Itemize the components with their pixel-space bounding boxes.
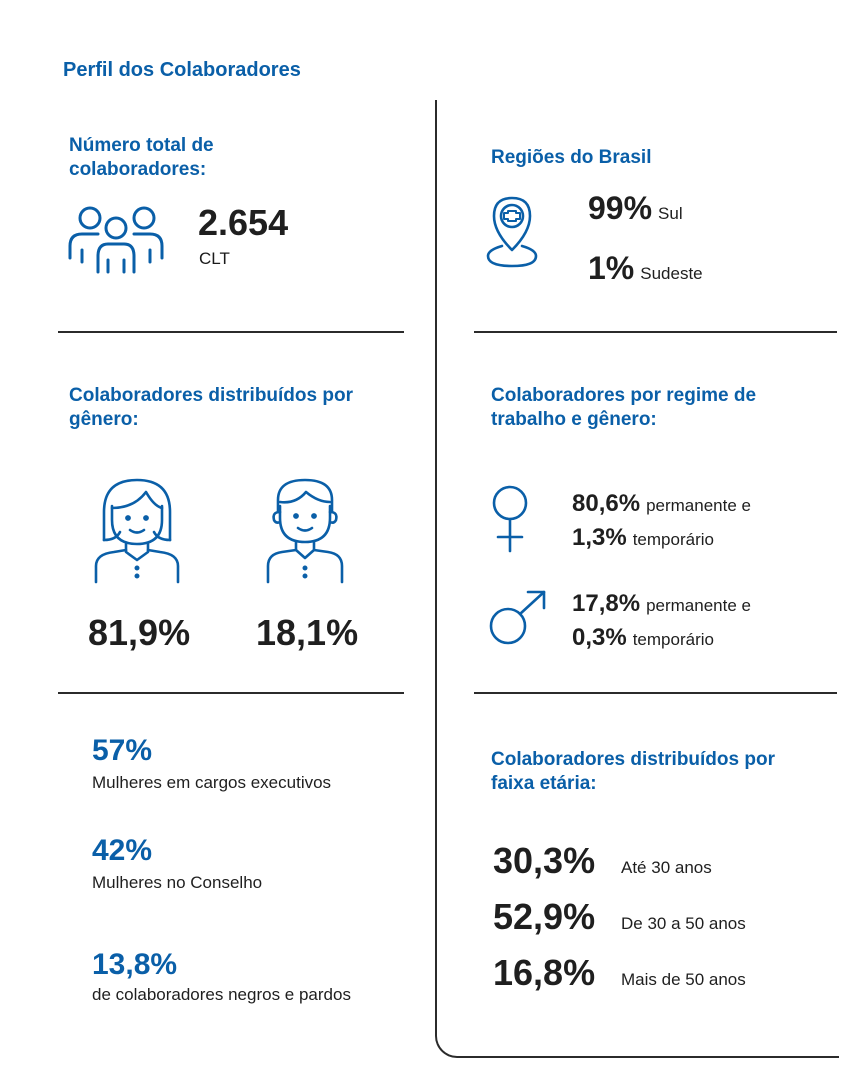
regime-male-temp: 0,3% temporário [572, 624, 714, 652]
divider-left-1 [58, 331, 404, 333]
regime-female-temp: 1,3% temporário [572, 524, 714, 552]
region-row-2: 1% Sudeste [588, 250, 703, 287]
region-row-1: 99% Sul [588, 190, 683, 227]
regime-female-perm: 80,6% permanente e [572, 490, 751, 518]
regime-heading: Colaboradores por regime de trabalho e g… [491, 385, 757, 430]
total-sub: CLT [199, 249, 230, 268]
regime-female-temp-pct: 1,3% [572, 524, 627, 551]
people-group-icon [68, 206, 164, 274]
regime-female-temp-label: temporário [632, 530, 714, 549]
age-label: De 30 a 50 anos [621, 914, 746, 933]
regime-male-perm-pct: 17,8% [572, 590, 641, 617]
gender-heading: Colaboradores distribuídos por gênero: [69, 385, 353, 430]
column-divider [435, 100, 839, 1058]
stat-council-value: 42% [92, 834, 153, 867]
stat-executives: 57% Mulheres em cargos executivos [92, 734, 392, 794]
female-pct: 81,9% [88, 612, 191, 653]
stat-diversity-value: 13,8% [92, 948, 178, 981]
age-row: 52,9% De 30 a 50 anos [493, 896, 746, 938]
age-label: Até 30 anos [621, 858, 712, 877]
divider-left-2 [58, 692, 404, 694]
regime-male-temp-pct: 0,3% [572, 624, 627, 651]
age-pct: 16,8% [493, 952, 596, 993]
female-symbol-icon [490, 485, 530, 553]
stat-council-label: Mulheres no Conselho [92, 873, 263, 892]
stat-diversity: 13,8% de colaboradores negros e pardos [92, 948, 352, 1006]
age-row: 30,3% Até 30 anos [493, 840, 712, 882]
male-symbol-icon [488, 590, 548, 646]
male-pct: 18,1% [256, 612, 359, 653]
region-pct: 99% [588, 190, 653, 226]
stat-executives-label: Mulheres em cargos executivos [92, 773, 332, 792]
location-pin-icon [486, 194, 538, 268]
regime-male-temp-label: temporário [632, 630, 714, 649]
man-avatar-icon [266, 478, 344, 584]
regions-heading: Regiões do Brasil [491, 147, 652, 168]
stat-diversity-label: de colaboradores negros e pardos [92, 985, 351, 1004]
stat-executives-value: 57% [92, 734, 153, 767]
regime-female-perm-pct: 80,6% [572, 490, 641, 517]
age-pct: 30,3% [493, 840, 596, 881]
age-heading: Colaboradores distribuídos por faixa etá… [491, 749, 775, 794]
regime-male-perm: 17,8% permanente e [572, 590, 751, 618]
regime-female-perm-label: permanente e [646, 496, 751, 515]
total-value: 2.654 [198, 202, 289, 243]
age-label: Mais de 50 anos [621, 970, 746, 989]
divider-right-2 [474, 692, 837, 694]
stat-council: 42% Mulheres no Conselho [92, 834, 392, 894]
age-row: 16,8% Mais de 50 anos [493, 952, 746, 994]
divider-right-1 [474, 331, 837, 333]
page-title: Perfil dos Colaboradores [63, 59, 301, 81]
regime-male-perm-label: permanente e [646, 596, 751, 615]
total-heading: Número total de colaboradores: [69, 135, 214, 180]
region-label: Sudeste [640, 264, 703, 283]
age-pct: 52,9% [493, 896, 596, 937]
region-pct: 1% [588, 250, 635, 286]
region-label: Sul [658, 204, 683, 223]
woman-avatar-icon [94, 478, 180, 584]
